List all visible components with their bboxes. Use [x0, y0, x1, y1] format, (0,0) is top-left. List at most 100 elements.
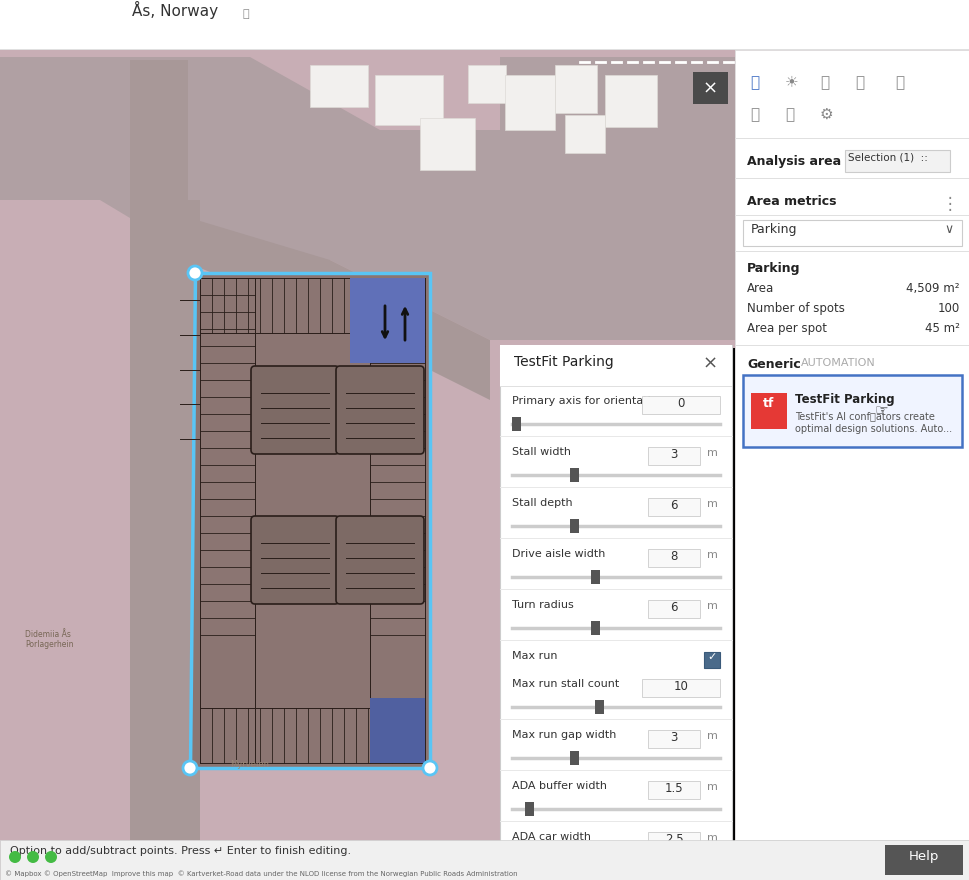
Text: Max run stall count: Max run stall count [512, 679, 618, 689]
Text: Area metrics: Area metrics [746, 195, 835, 208]
Text: © Mapbox © OpenStreetMap  Improve this map  © Kartverket-Road data under the NLO: © Mapbox © OpenStreetMap Improve this ma… [5, 870, 517, 877]
Bar [503, 348, 735, 863]
Bar [420, 118, 475, 170]
Bar [375, 75, 443, 125]
Text: Myrveien: Myrveien [230, 760, 268, 769]
Bar [647, 447, 700, 465]
Bar [735, 251, 969, 252]
Bar [590, 621, 600, 635]
Text: ×: × [703, 355, 717, 373]
Bar [499, 345, 732, 860]
Bar [0, 0, 969, 50]
Bar [499, 386, 732, 387]
Circle shape [422, 761, 437, 775]
Text: Number of spots: Number of spots [746, 302, 844, 315]
Bar [647, 498, 700, 516]
Text: 100: 100 [937, 302, 959, 315]
Bar [564, 115, 605, 153]
Text: Generic: Generic [746, 358, 800, 371]
Bar [570, 853, 578, 867]
Bar [595, 700, 604, 714]
Bar [524, 802, 533, 816]
Bar [310, 65, 367, 107]
Bar [703, 652, 719, 668]
Text: ☞: ☞ [874, 403, 888, 418]
FancyBboxPatch shape [251, 516, 338, 604]
Text: 📊: 📊 [749, 75, 759, 90]
Bar [647, 600, 700, 618]
Text: 6: 6 [670, 499, 677, 512]
Polygon shape [130, 200, 489, 400]
Text: ☀️: ☀️ [784, 75, 797, 90]
Bar [570, 519, 578, 533]
FancyBboxPatch shape [335, 366, 423, 454]
Text: Didemiia Ås
Porlagerhein: Didemiia Ås Porlagerhein [25, 630, 74, 649]
Text: TestFit Parking: TestFit Parking [795, 393, 893, 406]
FancyBboxPatch shape [335, 516, 423, 604]
Text: tf: tf [763, 397, 774, 410]
Bar [735, 345, 969, 346]
Text: 6: 6 [670, 601, 677, 614]
Text: optimal design solutions. Auto...: optimal design solutions. Auto... [795, 424, 952, 434]
Bar [735, 215, 969, 216]
Text: Area: Area [746, 282, 773, 295]
Text: TestFit's AI conf⛰ators create: TestFit's AI conf⛰ators create [795, 411, 934, 421]
Text: 〰: 〰 [749, 107, 759, 122]
Text: TestFit Parking: TestFit Parking [514, 355, 613, 369]
Circle shape [9, 851, 21, 863]
Bar [467, 65, 506, 103]
Text: m: m [706, 782, 717, 792]
Bar [605, 75, 656, 127]
Bar [884, 845, 962, 875]
Text: m: m [706, 499, 717, 509]
Text: m: m [706, 550, 717, 560]
Bar [742, 375, 961, 447]
Bar [0, 49, 969, 50]
Text: 4,509 m²: 4,509 m² [906, 282, 959, 295]
Text: 🔆: 🔆 [784, 107, 794, 122]
Bar [735, 50, 969, 840]
FancyBboxPatch shape [251, 366, 338, 454]
Text: 3: 3 [670, 448, 677, 461]
Polygon shape [190, 273, 429, 768]
Bar [130, 60, 188, 310]
Polygon shape [130, 200, 200, 840]
Bar [735, 178, 969, 179]
Text: Stall depth: Stall depth [512, 498, 572, 508]
Bar [750, 393, 786, 429]
Text: 🌡: 🌡 [894, 75, 903, 90]
Text: Turn radius: Turn radius [512, 600, 573, 610]
Circle shape [188, 266, 202, 280]
Text: ⚙: ⚙ [819, 107, 832, 122]
Text: ⋮: ⋮ [940, 195, 957, 213]
Text: 8: 8 [670, 550, 677, 563]
Text: ADA buffer width: ADA buffer width [512, 781, 607, 791]
Text: ✓: ✓ [706, 652, 716, 662]
Text: 3: 3 [670, 731, 677, 744]
Text: Stall width: Stall width [512, 447, 571, 457]
Text: 🔒: 🔒 [242, 9, 249, 19]
Text: m: m [706, 833, 717, 843]
Bar [641, 396, 719, 414]
Text: Parking: Parking [746, 262, 799, 275]
Text: 45 m²: 45 m² [924, 322, 959, 335]
Bar [570, 751, 578, 765]
Text: ∨: ∨ [944, 223, 953, 236]
Text: Drive aisle width: Drive aisle width [512, 549, 605, 559]
Text: Analysis area: Analysis area [746, 155, 840, 168]
Polygon shape [0, 57, 735, 340]
Text: AUTOMATION: AUTOMATION [800, 358, 875, 368]
Text: Parking: Parking [750, 223, 797, 236]
Text: m: m [706, 448, 717, 458]
Bar [590, 570, 600, 584]
Text: 10: 10 [672, 680, 688, 693]
Bar [742, 220, 961, 246]
Bar [647, 730, 700, 748]
Bar [0, 50, 735, 840]
Bar [570, 468, 578, 482]
Text: Max run gap width: Max run gap width [512, 730, 615, 740]
Text: Selection (1)  ::: Selection (1) :: [847, 152, 927, 162]
Text: 0: 0 [676, 397, 684, 410]
Bar [647, 549, 700, 567]
Text: ADA car width: ADA car width [512, 832, 590, 842]
